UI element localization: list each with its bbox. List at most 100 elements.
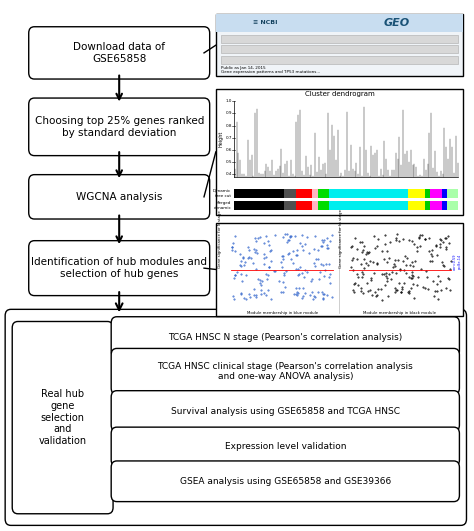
Bar: [453, 189, 458, 198]
Bar: [295, 201, 301, 210]
Bar: [397, 201, 402, 210]
Text: 0.9: 0.9: [225, 112, 232, 115]
Text: 0.4: 0.4: [226, 172, 232, 176]
FancyBboxPatch shape: [111, 348, 459, 395]
Bar: [413, 189, 419, 198]
Bar: [419, 201, 425, 210]
FancyBboxPatch shape: [29, 241, 210, 296]
Bar: [385, 189, 391, 198]
Bar: [284, 201, 290, 210]
Text: Download data of
GSE65858: Download data of GSE65858: [73, 42, 165, 64]
Bar: [307, 201, 312, 210]
Bar: [380, 189, 385, 198]
Bar: [442, 189, 447, 198]
Bar: [419, 189, 425, 198]
Text: Cluster dendrogram: Cluster dendrogram: [305, 91, 374, 97]
Text: Module membership in black module: Module membership in black module: [364, 311, 437, 315]
Text: cor=0.59
p=8e-14: cor=0.59 p=8e-14: [453, 254, 462, 270]
Bar: [402, 189, 408, 198]
FancyBboxPatch shape: [111, 461, 459, 502]
Text: Height: Height: [218, 131, 223, 148]
Text: ≡ NCBI: ≡ NCBI: [253, 20, 277, 25]
Bar: [329, 201, 335, 210]
Text: Public as Jan 14, 2015
Gene expression patterns and TP53 mutations...: Public as Jan 14, 2015 Gene expression p…: [221, 66, 320, 74]
Bar: [335, 189, 340, 198]
Bar: [324, 201, 329, 210]
Bar: [335, 201, 340, 210]
Bar: [357, 201, 363, 210]
Bar: [273, 201, 279, 210]
Bar: [329, 189, 335, 198]
Bar: [220, 35, 458, 42]
Text: 0.5: 0.5: [225, 160, 232, 164]
Bar: [239, 201, 245, 210]
Bar: [318, 201, 324, 210]
FancyBboxPatch shape: [29, 27, 210, 79]
Bar: [312, 189, 318, 198]
Bar: [397, 189, 402, 198]
Bar: [346, 189, 352, 198]
Bar: [369, 201, 374, 210]
Bar: [216, 223, 463, 316]
Text: Survival analysis using GSE65858 and TCGA HNSC: Survival analysis using GSE65858 and TCG…: [171, 407, 400, 416]
Text: 0.8: 0.8: [225, 124, 232, 127]
Bar: [284, 189, 290, 198]
Bar: [279, 189, 284, 198]
Bar: [273, 189, 279, 198]
Bar: [391, 201, 397, 210]
Bar: [245, 201, 251, 210]
Text: TCGA HNSC N stage (Pearson's correlation analysis): TCGA HNSC N stage (Pearson's correlation…: [168, 332, 402, 341]
Bar: [220, 56, 458, 64]
FancyBboxPatch shape: [29, 175, 210, 219]
Bar: [290, 189, 295, 198]
Bar: [447, 201, 453, 210]
FancyBboxPatch shape: [111, 391, 459, 431]
Text: Merged
dynamic: Merged dynamic: [214, 201, 231, 210]
FancyBboxPatch shape: [111, 316, 459, 357]
Bar: [301, 201, 307, 210]
Bar: [425, 189, 430, 198]
Text: Gene significance for N stage: Gene significance for N stage: [218, 210, 221, 268]
FancyBboxPatch shape: [5, 310, 466, 525]
Bar: [267, 201, 273, 210]
Text: TCGA HNSC clinical stage (Pearson's correlation analysis
and one-way ANOVA analy: TCGA HNSC clinical stage (Pearson's corr…: [157, 362, 413, 381]
Bar: [216, 14, 463, 31]
Bar: [442, 201, 447, 210]
Bar: [216, 89, 463, 215]
Text: Expression level validation: Expression level validation: [225, 442, 346, 451]
Bar: [391, 189, 397, 198]
Bar: [251, 189, 256, 198]
FancyBboxPatch shape: [12, 321, 113, 514]
Bar: [436, 201, 442, 210]
Bar: [340, 189, 346, 198]
Text: 1.0: 1.0: [226, 99, 232, 103]
Bar: [301, 189, 307, 198]
Bar: [402, 201, 408, 210]
FancyBboxPatch shape: [29, 98, 210, 156]
Text: Module membership in blue module: Module membership in blue module: [246, 311, 318, 315]
Bar: [369, 189, 374, 198]
Bar: [385, 201, 391, 210]
Bar: [220, 45, 458, 53]
Bar: [262, 189, 267, 198]
Bar: [340, 201, 346, 210]
Text: Choosing top 25% genes ranked
by standard deviation: Choosing top 25% genes ranked by standar…: [35, 116, 204, 138]
Bar: [363, 201, 369, 210]
Text: Dynamic
tree cut: Dynamic tree cut: [213, 189, 231, 198]
FancyBboxPatch shape: [111, 427, 459, 466]
Bar: [430, 201, 436, 210]
Bar: [413, 201, 419, 210]
Bar: [374, 189, 380, 198]
Bar: [307, 189, 312, 198]
Bar: [295, 189, 301, 198]
Bar: [324, 189, 329, 198]
Bar: [380, 201, 385, 210]
Text: Identification of hub modules and
selection of hub genes: Identification of hub modules and select…: [31, 258, 207, 279]
Bar: [267, 189, 273, 198]
Bar: [318, 189, 324, 198]
Bar: [256, 201, 262, 210]
Bar: [453, 201, 458, 210]
Bar: [234, 189, 239, 198]
Text: Real hub
gene
selection
and
validation: Real hub gene selection and validation: [38, 389, 87, 446]
Bar: [352, 189, 357, 198]
